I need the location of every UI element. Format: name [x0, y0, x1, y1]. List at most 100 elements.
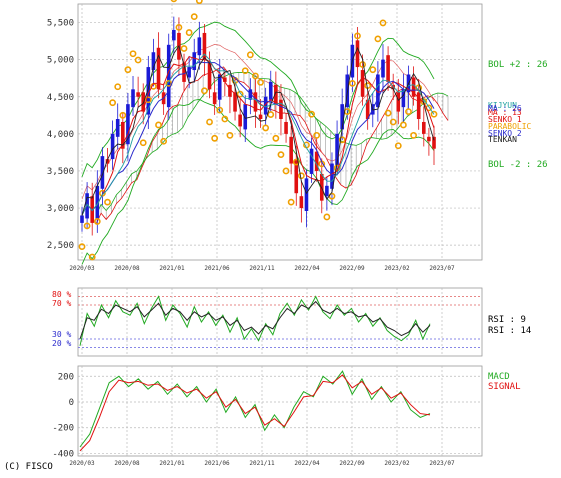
legend-rsi9: RSI : 9 — [488, 315, 526, 325]
rsi-70-label: 70 % — [52, 299, 71, 308]
candle-body — [416, 92, 421, 120]
rsi-panel: 80 % 70 % 30 % 20 % RSI : 9 RSI : 14 — [52, 287, 531, 357]
macd-x-tick: 2023/07 — [429, 460, 455, 467]
overlay-legend: KIJYUN MA : 13 SENKO 1 PARABOLIC SENKO 2… — [488, 101, 532, 144]
parabolic-dot — [354, 32, 361, 40]
parabolic-dot — [144, 96, 152, 104]
candle-body — [217, 74, 222, 100]
price-x-tick: 2022/09 — [339, 265, 365, 272]
senko1-line — [95, 66, 449, 225]
rsi14-line — [79, 300, 431, 340]
candle-body — [131, 89, 135, 108]
parabolic-dot — [119, 111, 127, 119]
candle-body — [427, 136, 431, 142]
candle-body — [274, 84, 278, 105]
legend-senko1: SENKO 1 — [488, 115, 522, 124]
macd-x-tick: 2020/08 — [114, 460, 140, 467]
copyright: (C) FISCO — [4, 462, 53, 472]
candle-body — [80, 215, 84, 223]
candle-body — [95, 185, 100, 219]
candle-body — [105, 159, 110, 164]
parabolic-dot — [83, 222, 91, 230]
tenkan-line — [81, 44, 435, 216]
parabolic-dot — [99, 189, 106, 197]
legend-tenkan: TENKAN — [488, 135, 517, 144]
parabolic-dot — [124, 66, 132, 74]
parabolic-dot — [267, 111, 275, 118]
kijun-line — [81, 53, 435, 216]
parabolic-dot — [175, 23, 183, 31]
candle-body — [212, 92, 217, 105]
candle-body — [365, 99, 370, 120]
parabolic-dot — [185, 29, 193, 36]
macd-x-tick: 2021/01 — [159, 460, 185, 467]
candle-body — [121, 121, 125, 149]
bol-plus2-label: BOL +2 : 26 — [488, 60, 548, 70]
macd-plot-area — [77, 365, 483, 457]
legend-signal: SIGNAL — [488, 382, 521, 392]
candle-body — [248, 89, 253, 100]
parabolic-dot — [297, 172, 305, 180]
candle-body — [263, 96, 268, 115]
parabolic-dot — [195, 0, 203, 5]
parabolic-dot — [236, 90, 244, 98]
parabolic-dot — [379, 19, 387, 27]
candle-body — [156, 47, 161, 90]
candle-body — [228, 84, 232, 97]
legend-macd: MACD — [488, 372, 510, 382]
candle-body — [355, 40, 360, 68]
parabolic-dot — [277, 151, 285, 159]
candle-body — [335, 133, 339, 167]
parabolic-dot — [109, 99, 117, 107]
candle-body — [360, 70, 365, 97]
macd-x-axis: 2020/03 2020/08 2021/01 2021/06 2021/11 2022/… — [69, 460, 455, 467]
parabolic-dot — [180, 45, 188, 52]
parabolic-dot — [129, 50, 137, 58]
legend-kijyun: KIJYUN — [488, 101, 517, 110]
candle-body — [396, 92, 401, 112]
bol-minus2-label: BOL -2 : 26 — [488, 160, 548, 170]
macd-y-tick: -400 — [52, 449, 74, 459]
candle-body — [126, 104, 130, 145]
parabolic-dot — [252, 72, 259, 80]
parabolic-dot — [206, 118, 213, 126]
candle-body — [90, 196, 95, 223]
price-x-tick: 2023/02 — [384, 265, 410, 272]
macd-x-tick: 2021/06 — [204, 460, 230, 467]
parabolic-dot — [262, 124, 270, 132]
parabolic-dot — [308, 110, 315, 118]
candle-body — [182, 62, 186, 82]
legend-ma13: MA : 13 — [488, 108, 522, 117]
parabolic-dot — [399, 121, 407, 129]
candle-body — [110, 133, 115, 160]
price-x-tick: 2021/06 — [204, 265, 230, 272]
legend-parabolic: PARABOLIC — [488, 122, 532, 131]
candle-body — [238, 114, 242, 127]
parabolic-dot — [410, 131, 417, 139]
price-x-tick: 2021/11 — [249, 265, 275, 272]
candle-body — [401, 89, 406, 108]
parabolic-dot — [272, 134, 280, 142]
parabolic-dot — [88, 253, 96, 261]
macd-y-tick: 200 — [58, 372, 74, 382]
parabolic-dot — [369, 66, 377, 74]
parabolic-dot — [257, 78, 264, 86]
candle-body — [386, 55, 390, 82]
candle-body — [309, 148, 314, 174]
candle-body — [411, 77, 416, 97]
candle-body — [381, 59, 385, 78]
parabolic-dot — [287, 198, 295, 206]
candle-body — [284, 121, 288, 134]
parabolic-dot — [246, 51, 254, 59]
macd-x-tick: 2023/02 — [384, 460, 410, 467]
candle-body — [421, 121, 426, 134]
candle-body — [146, 67, 151, 115]
ma26-line — [81, 61, 435, 216]
senko2-line — [95, 72, 449, 216]
candle-body — [207, 62, 212, 90]
candle-body — [304, 178, 309, 212]
candle-body — [223, 77, 227, 82]
parabolic-dot — [374, 35, 382, 43]
rsi-80-label: 80 % — [52, 290, 71, 299]
